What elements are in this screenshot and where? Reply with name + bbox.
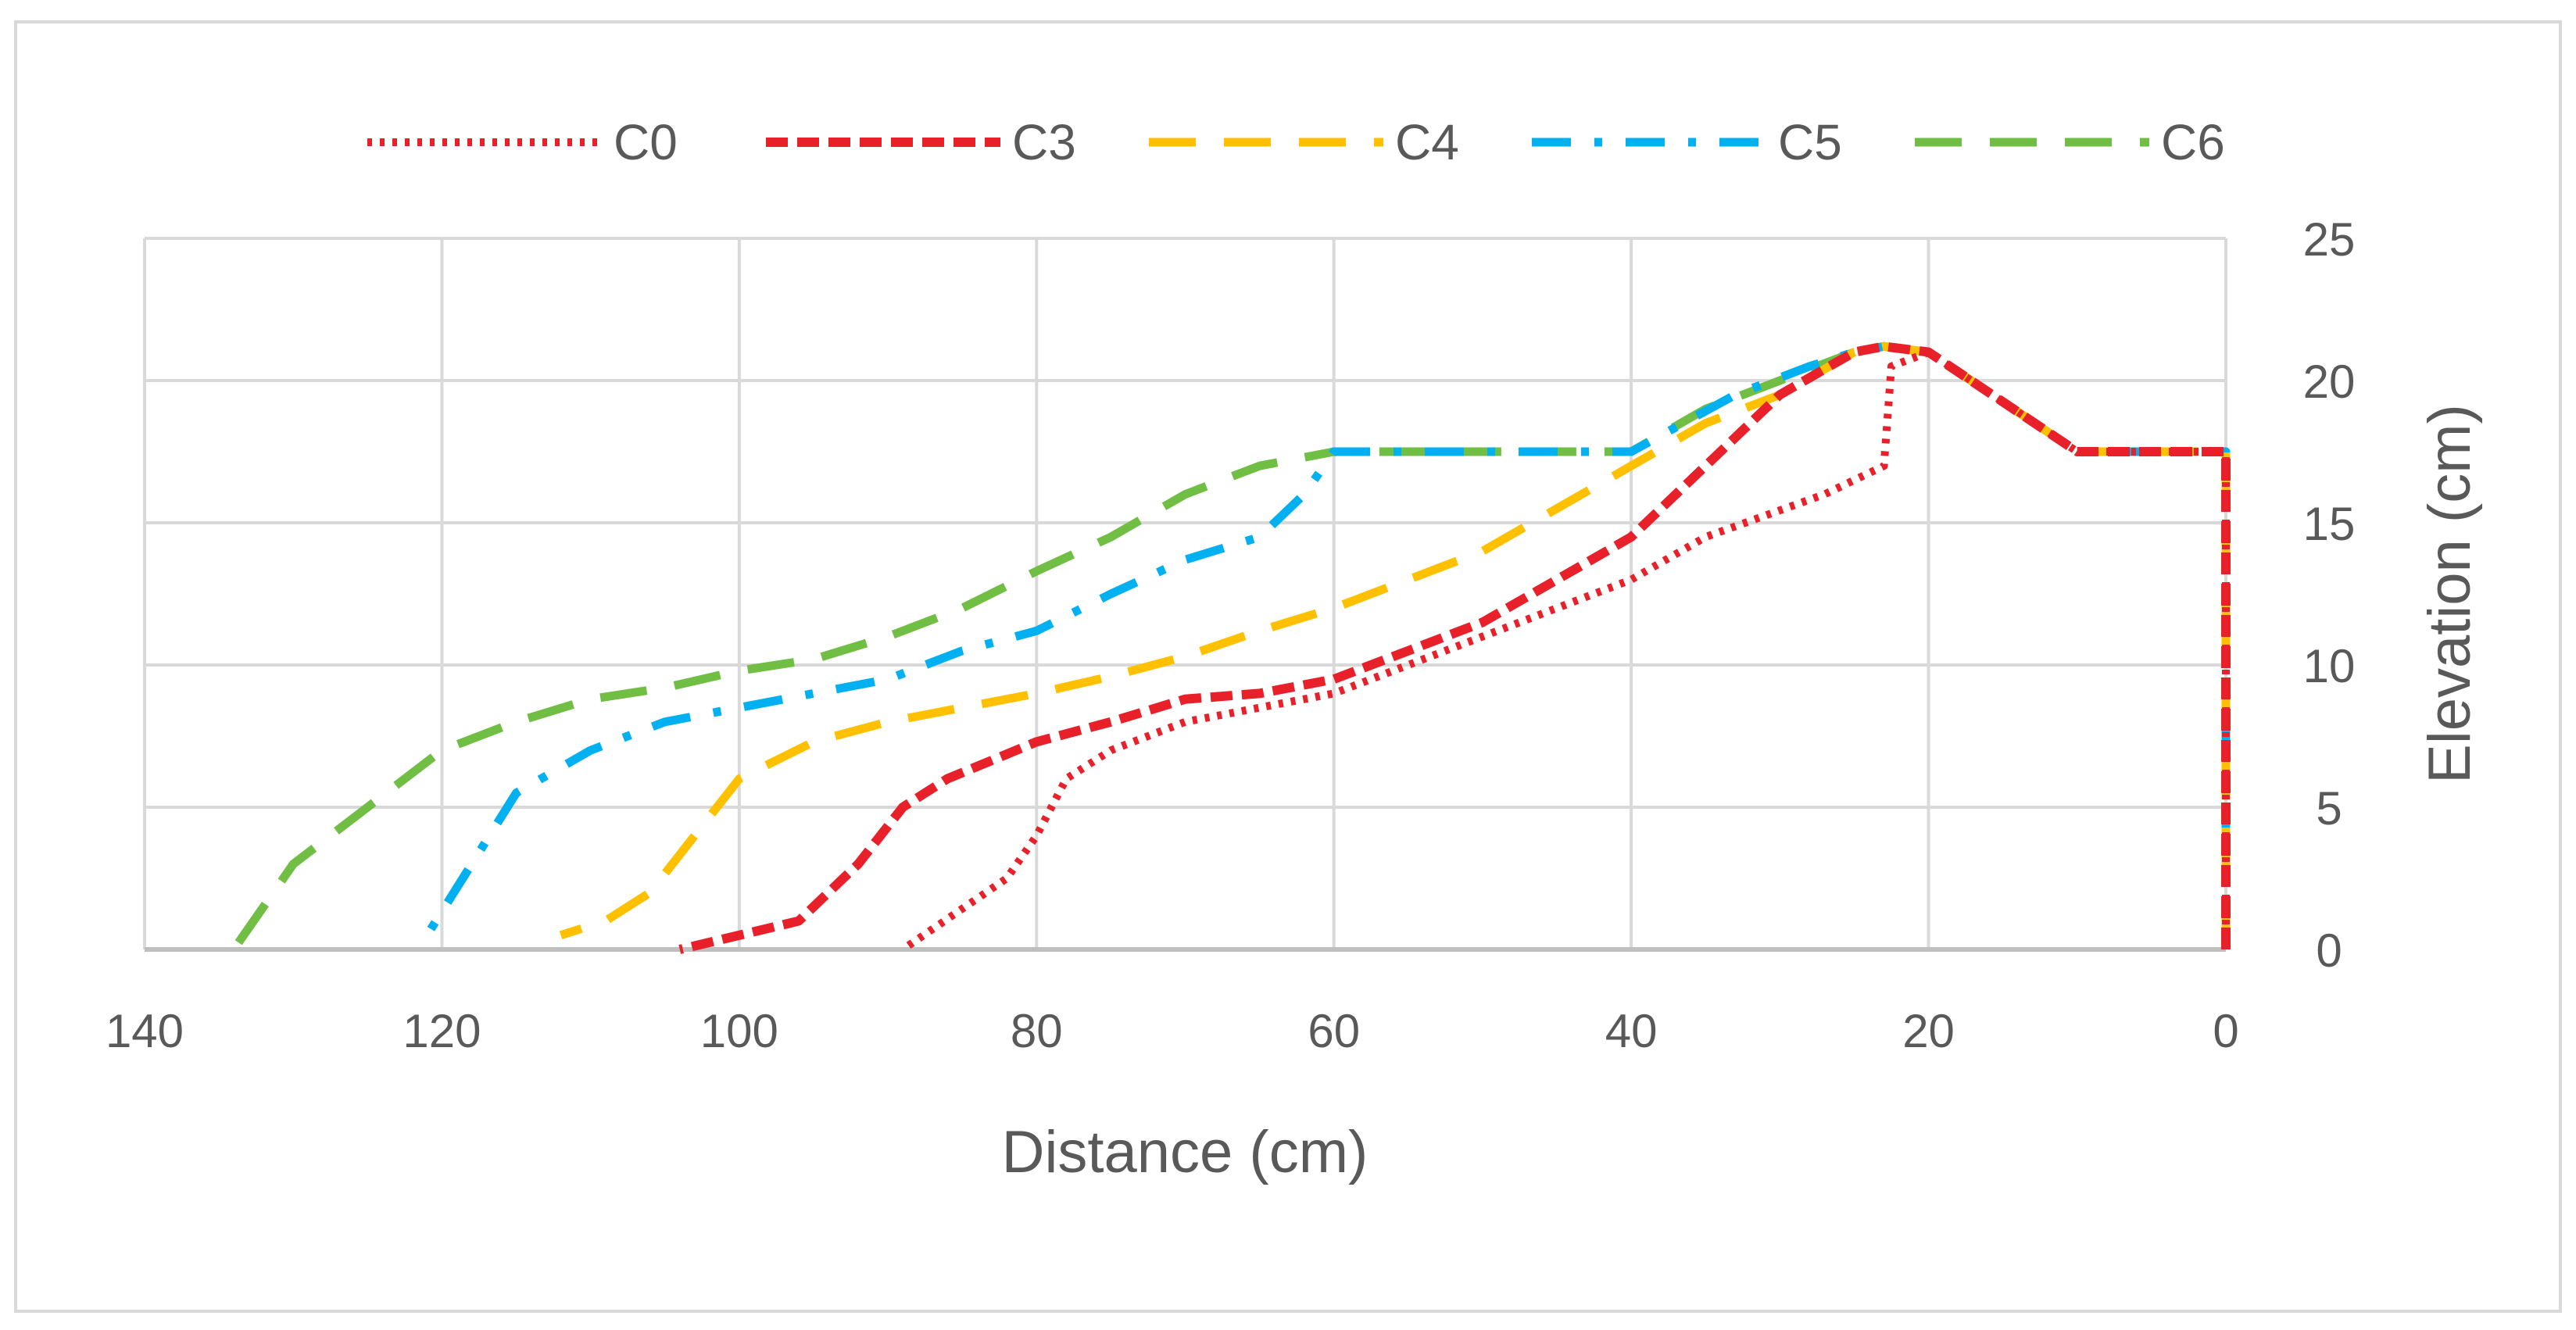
y-tick-label: 20 — [2303, 356, 2356, 408]
legend-label: C5 — [1778, 114, 1842, 170]
y-tick-labels: 0 5 10 15 20 25 — [2303, 213, 2356, 977]
x-tick-label: 40 — [1605, 1005, 1658, 1057]
legend-label: C4 — [1395, 114, 1459, 170]
x-tick-label: 60 — [1308, 1005, 1360, 1057]
y-axis-label: Elevation (cm) — [2417, 404, 2483, 784]
y-tick-label: 5 — [2316, 782, 2342, 835]
legend-label: C3 — [1012, 114, 1076, 170]
y-tick-label: 15 — [2303, 498, 2356, 550]
series-line-c3 — [678, 341, 2231, 954]
legend-label: C0 — [614, 114, 678, 170]
x-tick-label: 100 — [700, 1005, 778, 1057]
x-tick-label: 0 — [2213, 1005, 2238, 1057]
y-tick-label: 10 — [2303, 640, 2356, 692]
y-tick-label: 0 — [2316, 924, 2342, 977]
legend: C0 C3 C4 C5 C6 — [367, 114, 2225, 170]
x-tick-label: 140 — [106, 1005, 184, 1057]
x-axis-label: Distance (cm) — [1002, 1119, 1368, 1185]
y-tick-label: 25 — [2303, 213, 2356, 266]
legend-label: C6 — [2161, 114, 2225, 170]
series-line-c4 — [559, 341, 2231, 949]
grid — [143, 237, 2227, 952]
series-line-c0 — [900, 348, 2230, 953]
x-tick-labels: 140 120 100 80 60 40 20 0 — [106, 1005, 2239, 1057]
x-tick-label: 20 — [1902, 1005, 1955, 1057]
x-tick-label: 80 — [1011, 1005, 1063, 1057]
x-tick-label: 120 — [402, 1005, 481, 1057]
series-group — [230, 341, 2231, 954]
